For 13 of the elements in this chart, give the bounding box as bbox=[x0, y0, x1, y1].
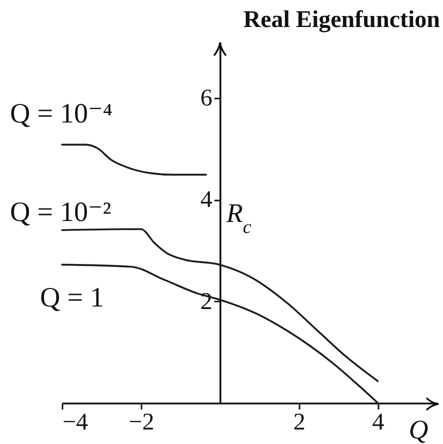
line-series bbox=[61, 144, 207, 176]
y-tick-label: 6 bbox=[200, 85, 212, 112]
chart-title: Real Eigenfunction bbox=[243, 7, 440, 33]
x-tick-label: −4 bbox=[62, 410, 88, 436]
x-tick-label: 4 bbox=[372, 410, 384, 436]
x-axis-title: Q bbox=[408, 414, 428, 444]
x-tick-label: 2 bbox=[293, 410, 306, 436]
x-tick-label: −2 bbox=[128, 410, 154, 436]
y-axis-title: R$_{c}$ bbox=[225, 198, 252, 238]
series-label: Q = 10⁻² bbox=[10, 197, 112, 228]
series-label: Q = 1 bbox=[40, 282, 104, 314]
y-tick-label: 4 bbox=[200, 187, 212, 214]
series-label: Q = 10⁻⁴ bbox=[10, 98, 113, 130]
